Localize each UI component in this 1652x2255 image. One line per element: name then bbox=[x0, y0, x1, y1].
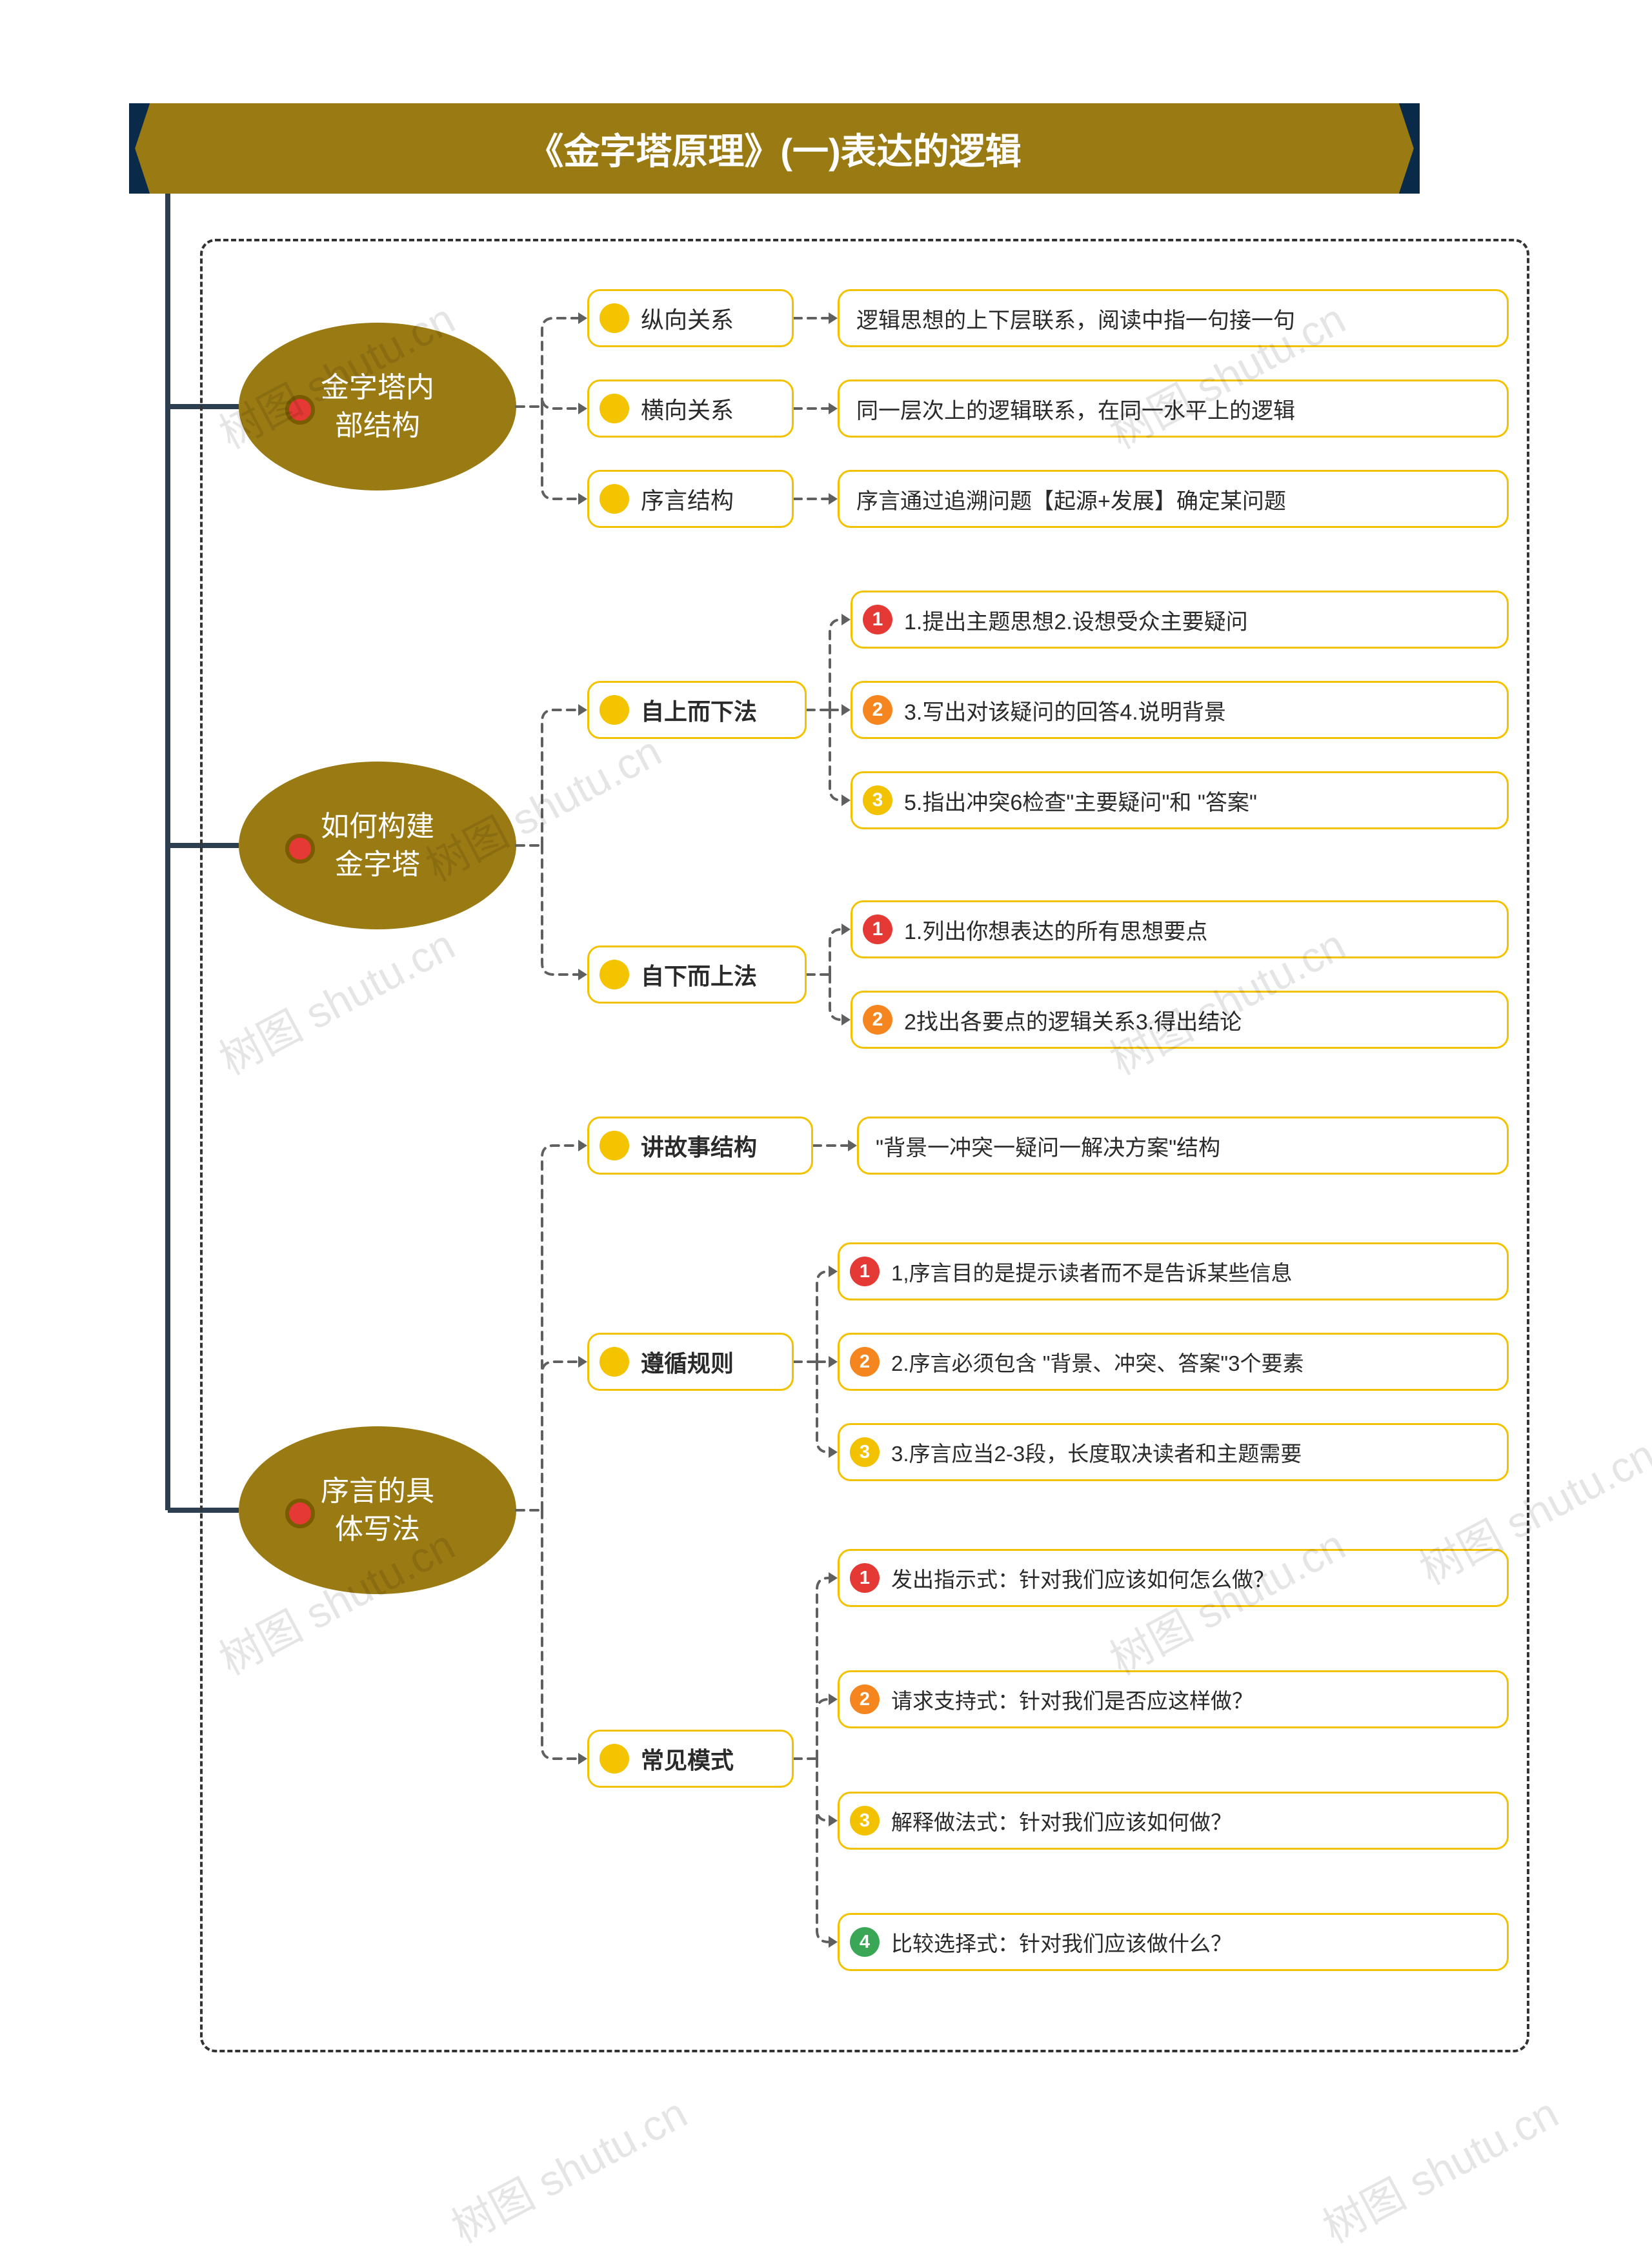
ellipse-label: 序言的具体写法 bbox=[321, 1472, 434, 1549]
ellipse-label-line: 体写法 bbox=[321, 1510, 434, 1548]
leaf-label: 序言通过追溯问题【起源+发展】确定某问题 bbox=[856, 483, 1286, 515]
topic-label: 自上而下法 bbox=[641, 693, 757, 727]
leaf-number-icon: 1 bbox=[850, 1563, 880, 1593]
topic-label: 自下而上法 bbox=[641, 958, 757, 991]
watermark-text: 树图 shutu.cn bbox=[439, 2079, 696, 2255]
leaf-label: 5.指出冲突6检查"主要疑问"和 "答案" bbox=[904, 785, 1257, 816]
ellipse-dot bbox=[285, 1499, 315, 1528]
leaf-number-icon: 4 bbox=[850, 1927, 880, 1957]
bullet-icon bbox=[599, 1347, 629, 1377]
bullet-icon bbox=[599, 394, 629, 423]
bullet-icon bbox=[599, 1131, 629, 1160]
leaf-label: 1,序言目的是提示读者而不是告诉某些信息 bbox=[891, 1256, 1293, 1287]
topic-pill: 常见模式 bbox=[587, 1730, 794, 1788]
leaf-number-icon: 3 bbox=[850, 1437, 880, 1467]
leaf-pill: 2 2找出各要点的逻辑关系3.得出结论 bbox=[851, 991, 1509, 1049]
bullet-icon bbox=[599, 303, 629, 333]
ellipse-label-line: 金字塔 bbox=[321, 845, 434, 884]
leaf-number-icon: 1 bbox=[863, 915, 892, 944]
bullet-icon bbox=[599, 695, 629, 725]
leaf-pill: 1 发出指示式：针对我们应该如何怎么做？ bbox=[838, 1549, 1509, 1607]
leaf-label: 发出指示式：针对我们应该如何怎么做？ bbox=[891, 1562, 1274, 1593]
leaf-label: 1.提出主题思想2.设想受众主要疑问 bbox=[904, 604, 1248, 636]
title-text: 《金字塔原理》(一)表达的逻辑 bbox=[527, 123, 1021, 175]
leaf-label: 2找出各要点的逻辑关系3.得出结论 bbox=[904, 1004, 1242, 1036]
leaf-number-icon: 1 bbox=[863, 605, 892, 634]
section-ellipse: 金字塔内部结构 bbox=[239, 323, 516, 490]
leaf-pill: 2 3.写出对该疑问的回答4.说明背景 bbox=[851, 681, 1509, 739]
section-ellipse: 如何构建金字塔 bbox=[239, 762, 516, 929]
leaf-pill: "背景一冲突一疑问一解决方案"结构 bbox=[857, 1117, 1509, 1175]
diagram-canvas: 《金字塔原理》(一)表达的逻辑金字塔内部结构 纵向关系 逻辑思想的上下层联系，阅读中… bbox=[0, 0, 1652, 2214]
leaf-pill: 2 请求支持式：针对我们是否应这样做？ bbox=[838, 1670, 1509, 1728]
topic-label: 纵向关系 bbox=[641, 301, 734, 335]
leaf-label: 请求支持式：针对我们是否应这样做？ bbox=[891, 1684, 1253, 1715]
ellipse-label-line: 部结构 bbox=[321, 407, 434, 445]
leaf-number-icon: 3 bbox=[863, 785, 892, 815]
leaf-label: "背景一冲突一疑问一解决方案"结构 bbox=[876, 1130, 1220, 1162]
leaf-number-icon: 1 bbox=[850, 1257, 880, 1286]
leaf-label: 逻辑思想的上下层联系，阅读中指一句接一句 bbox=[856, 303, 1295, 334]
topic-pill: 自上而下法 bbox=[587, 681, 807, 739]
ellipse-label: 如何构建金字塔 bbox=[321, 807, 434, 884]
leaf-label: 同一层次上的逻辑联系，在同一水平上的逻辑 bbox=[856, 393, 1295, 425]
leaf-pill: 3 3.序言应当2-3段，长度取决读者和主题需要 bbox=[838, 1423, 1509, 1481]
leaf-pill: 1 1.列出你想表达的所有思想要点 bbox=[851, 900, 1509, 958]
leaf-pill: 2 2.序言必须包含 "背景、冲突、答案"3个要素 bbox=[838, 1333, 1509, 1391]
leaf-number-icon: 2 bbox=[863, 695, 892, 725]
leaf-pill: 3 解释做法式：针对我们应该如何做？ bbox=[838, 1792, 1509, 1850]
title-banner: 《金字塔原理》(一)表达的逻辑 bbox=[129, 103, 1420, 194]
leaf-number-icon: 3 bbox=[850, 1806, 880, 1835]
leaf-number-icon: 2 bbox=[863, 1005, 892, 1035]
leaf-pill: 逻辑思想的上下层联系，阅读中指一句接一句 bbox=[838, 289, 1509, 347]
leaf-label: 2.序言必须包含 "背景、冲突、答案"3个要素 bbox=[891, 1346, 1304, 1377]
section-ellipse: 序言的具体写法 bbox=[239, 1426, 516, 1594]
ellipse-label-line: 序言的具 bbox=[321, 1472, 434, 1510]
ellipse-label: 金字塔内部结构 bbox=[321, 369, 434, 445]
leaf-pill: 序言通过追溯问题【起源+发展】确定某问题 bbox=[838, 470, 1509, 528]
topic-label: 常见模式 bbox=[641, 1742, 734, 1775]
topic-pill: 讲故事结构 bbox=[587, 1117, 813, 1175]
bullet-icon bbox=[599, 484, 629, 514]
leaf-label: 3.序言应当2-3段，长度取决读者和主题需要 bbox=[891, 1437, 1302, 1468]
leaf-number-icon: 2 bbox=[850, 1684, 880, 1714]
leaf-label: 1.列出你想表达的所有思想要点 bbox=[904, 914, 1207, 945]
topic-pill: 纵向关系 bbox=[587, 289, 794, 347]
leaf-pill: 1 1,序言目的是提示读者而不是告诉某些信息 bbox=[838, 1242, 1509, 1300]
bullet-icon bbox=[599, 960, 629, 989]
ellipse-dot bbox=[285, 834, 315, 864]
ellipse-dot bbox=[285, 395, 315, 425]
topic-label: 序言结构 bbox=[641, 482, 734, 516]
watermark-text: 树图 shutu.cn bbox=[1311, 2079, 1567, 2255]
leaf-pill: 4 比较选择式：针对我们应该做什么？ bbox=[838, 1913, 1509, 1971]
leaf-pill: 1 1.提出主题思想2.设想受众主要疑问 bbox=[851, 591, 1509, 649]
leaf-number-icon: 2 bbox=[850, 1347, 880, 1377]
leaf-label: 解释做法式：针对我们应该如何做？ bbox=[891, 1805, 1232, 1836]
leaf-pill: 同一层次上的逻辑联系，在同一水平上的逻辑 bbox=[838, 379, 1509, 438]
topic-label: 横向关系 bbox=[641, 392, 734, 425]
leaf-pill: 3 5.指出冲突6检查"主要疑问"和 "答案" bbox=[851, 771, 1509, 829]
ellipse-label-line: 如何构建 bbox=[321, 807, 434, 845]
topic-pill: 序言结构 bbox=[587, 470, 794, 528]
topic-pill: 遵循规则 bbox=[587, 1333, 794, 1391]
leaf-label: 比较选择式：针对我们应该做什么？ bbox=[891, 1926, 1232, 1957]
topic-label: 遵循规则 bbox=[641, 1345, 734, 1379]
topic-pill: 横向关系 bbox=[587, 379, 794, 438]
topic-label: 讲故事结构 bbox=[641, 1129, 757, 1162]
topic-pill: 自下而上法 bbox=[587, 945, 807, 1004]
ellipse-label-line: 金字塔内 bbox=[321, 369, 434, 407]
leaf-label: 3.写出对该疑问的回答4.说明背景 bbox=[904, 694, 1226, 726]
bullet-icon bbox=[599, 1744, 629, 1774]
